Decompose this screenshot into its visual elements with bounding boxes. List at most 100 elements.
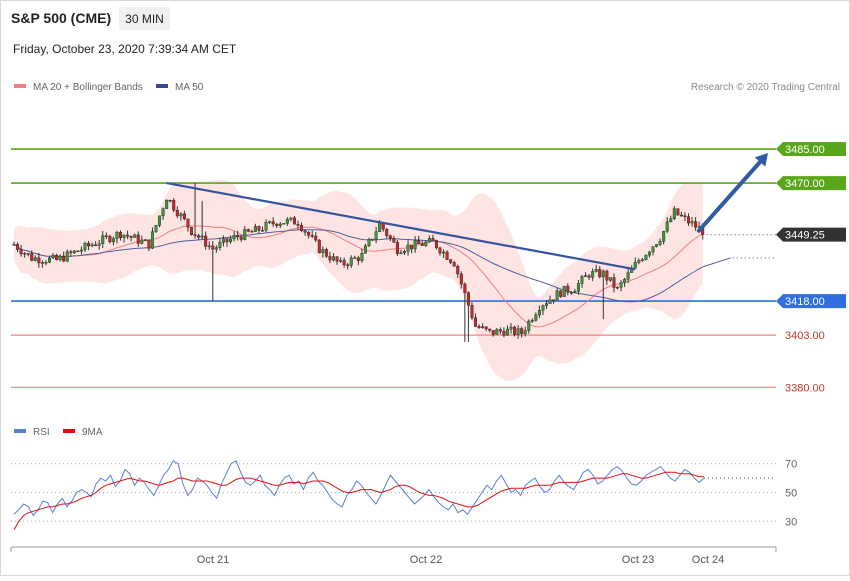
candle bbox=[616, 286, 620, 290]
candle-body bbox=[623, 279, 627, 284]
candle bbox=[76, 250, 80, 253]
candle bbox=[463, 282, 467, 342]
candle-body bbox=[694, 221, 698, 228]
candle bbox=[342, 257, 346, 268]
candle bbox=[321, 246, 325, 258]
candle bbox=[658, 238, 662, 247]
candle-body bbox=[161, 208, 165, 217]
candle bbox=[225, 238, 229, 247]
candle-body bbox=[452, 262, 456, 267]
candle-body bbox=[314, 235, 318, 241]
candle-body bbox=[676, 208, 680, 216]
candle-body bbox=[30, 253, 34, 261]
price-tags-layer: 3485.00 3470.00 3418.00 3403.00 3380.00 3449.… bbox=[776, 142, 846, 394]
candle bbox=[569, 290, 573, 295]
candle-body bbox=[520, 328, 524, 334]
candle-body bbox=[367, 239, 371, 247]
candle bbox=[332, 253, 336, 262]
candle bbox=[246, 228, 250, 233]
legend-label-rsi: RSI bbox=[33, 427, 50, 438]
candle-body bbox=[324, 249, 328, 257]
candle-body bbox=[353, 257, 357, 259]
candle bbox=[161, 207, 165, 220]
candle bbox=[211, 241, 215, 302]
candle bbox=[289, 217, 293, 222]
candle-body bbox=[491, 330, 495, 335]
candle-body bbox=[143, 239, 147, 241]
candle bbox=[218, 237, 222, 251]
candle bbox=[495, 327, 499, 335]
trendline bbox=[166, 181, 636, 271]
candle-body bbox=[356, 257, 360, 261]
candle-body bbox=[608, 277, 612, 281]
candle bbox=[165, 199, 169, 209]
candle bbox=[221, 235, 225, 247]
candle bbox=[204, 231, 208, 250]
candle bbox=[392, 235, 396, 243]
candle-body bbox=[264, 222, 268, 231]
candle-body bbox=[619, 282, 623, 288]
candle-body bbox=[150, 231, 154, 249]
candle-body bbox=[317, 239, 321, 254]
candle bbox=[37, 253, 41, 268]
candle bbox=[388, 234, 392, 242]
candle bbox=[303, 229, 307, 236]
candle-body bbox=[40, 262, 44, 264]
candle bbox=[530, 318, 534, 323]
candle bbox=[232, 231, 236, 242]
candle-body bbox=[193, 234, 197, 236]
candle bbox=[374, 226, 378, 244]
candle bbox=[179, 212, 183, 221]
rsi-tick-label: 50 bbox=[785, 488, 797, 500]
credit-label: Research © 2020 Trading Central bbox=[691, 82, 840, 93]
candle bbox=[481, 323, 485, 329]
candle-body bbox=[197, 235, 201, 238]
x-tick-label-oct23: Oct 23 bbox=[622, 554, 654, 566]
candle bbox=[72, 250, 76, 255]
level-tag bbox=[776, 142, 846, 157]
candle-body bbox=[651, 246, 655, 253]
candle bbox=[239, 235, 243, 242]
candle-body bbox=[566, 285, 570, 293]
candle bbox=[417, 235, 421, 244]
candle bbox=[307, 231, 311, 239]
main-legend: MA 20 + Bollinger Bands MA 50 bbox=[14, 82, 204, 93]
datetime-label: Friday, October 23, 2020 7:39:34 AM CET bbox=[13, 42, 237, 56]
candle bbox=[83, 241, 87, 253]
candle-body bbox=[165, 199, 169, 209]
level-label: 3380.00 bbox=[785, 382, 825, 394]
candle bbox=[236, 230, 240, 241]
candle bbox=[129, 235, 133, 242]
candle-body bbox=[243, 229, 247, 240]
candle-body bbox=[424, 241, 428, 246]
candle-body bbox=[591, 271, 595, 278]
candle bbox=[687, 213, 691, 226]
candle bbox=[193, 183, 197, 239]
candle-body bbox=[640, 259, 644, 261]
candle bbox=[605, 269, 609, 285]
candle-body bbox=[569, 292, 573, 294]
candle-body bbox=[612, 277, 616, 288]
candle bbox=[566, 283, 570, 296]
candle bbox=[513, 325, 517, 337]
forecast-arrow bbox=[696, 153, 768, 233]
candle bbox=[502, 327, 506, 338]
candle bbox=[197, 233, 201, 241]
candle bbox=[115, 230, 119, 244]
candle bbox=[48, 256, 52, 264]
candle bbox=[413, 236, 417, 253]
candle-body bbox=[189, 227, 193, 235]
candle bbox=[552, 299, 556, 304]
candle-body bbox=[147, 239, 151, 249]
candle bbox=[601, 269, 605, 320]
candle bbox=[672, 206, 676, 221]
candle-body bbox=[647, 251, 651, 256]
timeframe-badge bbox=[119, 7, 170, 30]
candle-body bbox=[474, 317, 478, 327]
candle-body bbox=[48, 257, 52, 263]
candle-body bbox=[275, 223, 279, 226]
candle-body bbox=[637, 260, 641, 263]
candle bbox=[449, 258, 453, 265]
candle-body bbox=[239, 236, 243, 240]
